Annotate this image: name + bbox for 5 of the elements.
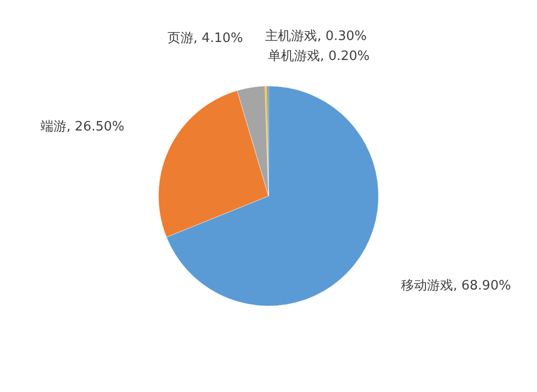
slice-label: 移动游戏, 68.90% [401, 278, 511, 294]
slice-label: 端游, 26.50% [40, 120, 124, 135]
slice-label: 单机游戏, 0.20% [268, 49, 370, 64]
slice-label: 主机游戏, 0.30% [265, 28, 367, 44]
slice-label: 页游, 4.10% [167, 31, 243, 46]
